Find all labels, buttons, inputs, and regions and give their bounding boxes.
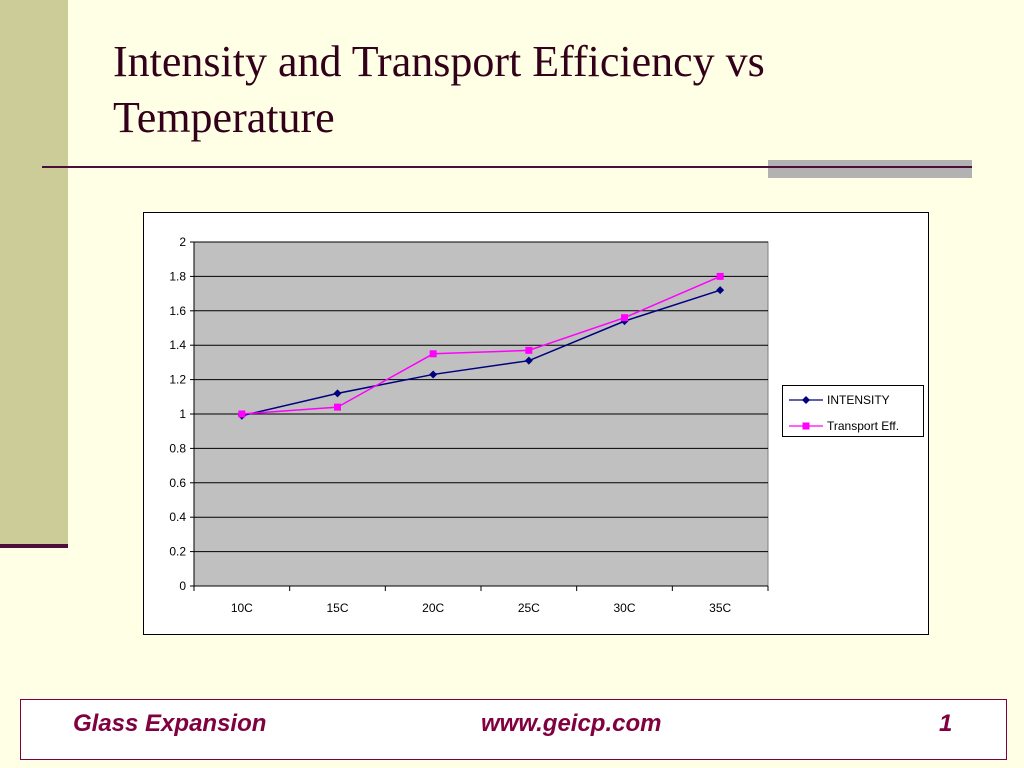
data-point-intensity xyxy=(716,286,725,295)
title-accent-block xyxy=(768,160,972,178)
x-tick-label: 25C xyxy=(518,601,540,615)
data-point-transport-eff xyxy=(238,410,246,418)
legend-label: INTENSITY xyxy=(827,393,890,407)
footer-company: Glass Expansion xyxy=(73,710,267,737)
y-tick-label: 1.2 xyxy=(169,373,186,387)
footer-page-number: 1 xyxy=(939,710,953,737)
footer-bar: Glass Expansion www.geicp.com 1 xyxy=(20,699,1007,760)
data-point-intensity xyxy=(333,389,342,398)
series-line-transport-eff xyxy=(241,275,721,415)
title-accent-line xyxy=(768,166,972,168)
y-tick-label: 0.4 xyxy=(169,510,186,524)
chart-legend: INTENSITY Transport Eff. xyxy=(782,385,924,437)
slide-title: Intensity and Transport Efficiency vs Te… xyxy=(113,37,765,142)
diamond-marker-icon xyxy=(789,396,823,404)
legend-item-transport-eff: Transport Eff. xyxy=(789,418,899,434)
y-tick-label: 0.8 xyxy=(169,441,186,455)
x-tick-label: 30C xyxy=(613,601,635,615)
square-marker-icon xyxy=(789,422,823,430)
data-point-transport-eff xyxy=(429,350,437,358)
y-tick-label: 2 xyxy=(179,235,186,249)
x-tick-label: 35C xyxy=(709,601,731,615)
legend-label: Transport Eff. xyxy=(827,419,900,433)
chart-frame: 0 0.2 0.4 0.6 0.8 1 1.2 1.4 1.6 1.8 2 10C 15C 20C 25C 3… xyxy=(143,212,929,635)
data-point-intensity xyxy=(524,356,533,365)
y-tick-label: 0 xyxy=(179,579,186,593)
data-point-transport-eff xyxy=(621,314,628,322)
data-point-transport-eff xyxy=(716,272,724,280)
x-tick-label: 15C xyxy=(326,601,348,615)
x-tick-label: 20C xyxy=(422,601,444,615)
y-tick-label: 0.6 xyxy=(169,476,186,490)
data-point-transport-eff xyxy=(334,403,341,411)
left-bar-underline xyxy=(0,544,68,548)
y-tick-label: 1.8 xyxy=(169,269,186,283)
data-point-intensity xyxy=(429,370,438,379)
y-tick-label: 1.4 xyxy=(169,338,186,352)
footer-website-link[interactable]: www.geicp.com xyxy=(481,710,662,737)
y-tick-label: 1 xyxy=(179,407,186,421)
left-decorative-bar xyxy=(0,0,68,546)
legend-item-intensity: INTENSITY xyxy=(789,392,890,408)
data-point-transport-eff xyxy=(525,346,533,354)
x-tick-label: 10C xyxy=(231,601,253,615)
series-line-intensity xyxy=(241,289,721,417)
title-rule xyxy=(42,166,972,168)
y-tick-label: 1.6 xyxy=(169,304,186,318)
y-tick-label: 0.2 xyxy=(169,545,186,559)
line-chart: 0 0.2 0.4 0.6 0.8 1 1.2 1.4 1.6 1.8 2 10C 15C 20C 25C 3… xyxy=(169,235,769,615)
